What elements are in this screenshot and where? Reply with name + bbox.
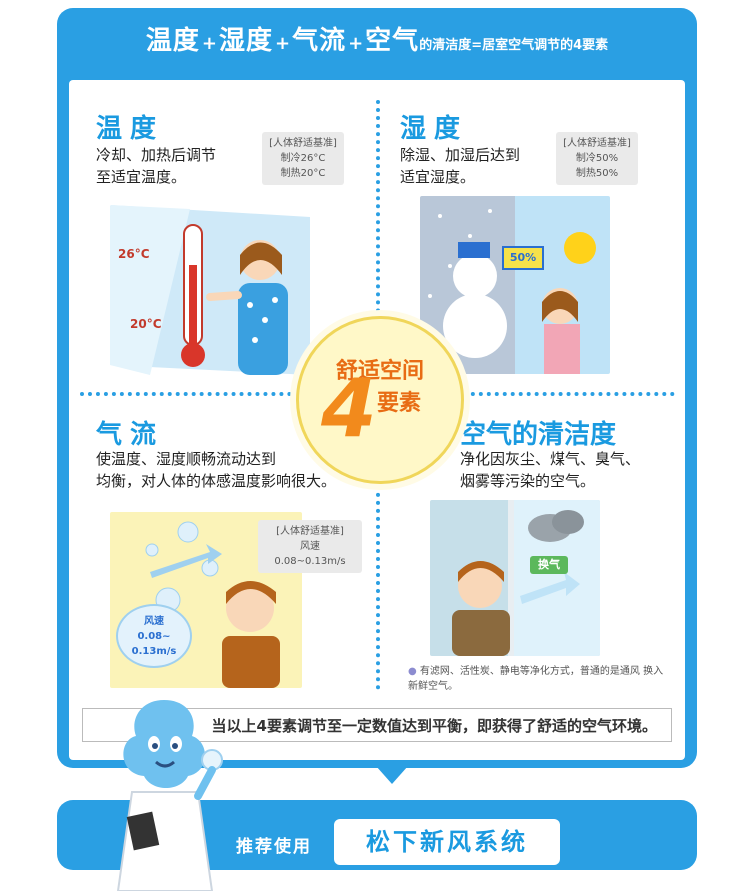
cleanliness-caption: ● 有滤网、活性炭、静电等净化方式，普通的是通风 换入新鲜空气。 [408,666,664,692]
cleanliness-title: 空气的清洁度 [460,420,617,450]
airflow-desc: 使温度、湿度顺畅流动达到 均衡，对人体的体感温度影响很大。 [96,450,337,490]
center-badge: 舒适空间 4 要素 [296,316,464,484]
airflow-bubble: 风速 0.08~ 0.13m/s [116,604,192,668]
humidity-sign: 50% [502,246,544,270]
center-digit: 4 [321,362,377,455]
humidity-illustration: 50% [420,196,610,374]
cleanliness-illustration: 换气 [430,500,600,656]
ventilation-sign: 换气 [530,556,568,574]
humidity-desc: 除湿、加湿后达到 适宜湿度。 [400,146,521,186]
temperature-desc: 冷却、加热后调节 至适宜温度。 [96,146,217,186]
center-subtitle: 要素 [377,391,422,416]
humidity-title: 湿度 [400,114,469,144]
thermo-lo-label: 20°C [130,317,162,331]
airflow-title: 气流 [96,420,165,450]
humidity-standard: [人体舒适基准] 制冷50% 制热50% [556,132,638,185]
center-title: 舒适空间 [335,359,424,384]
mascot-icon [116,700,223,891]
header-temperature: 温度 [145,26,200,56]
footer-prefix: 推荐使用 [236,837,312,857]
header-humidity: 湿度 [218,26,273,56]
pointer-arrow [376,766,408,784]
bullet-icon: ● [408,666,417,677]
snowman-sun-icon [420,196,610,374]
product-link[interactable]: 松下新风系统 [334,819,560,865]
header-airflow: 气流 [292,26,347,56]
temperature-title: 温度 [96,114,165,144]
temperature-illustration: 26°C 20°C [110,205,310,375]
header-rest: 的清洁度=居室空气调节的4要素 [419,38,609,53]
page-header: 温度 +湿度 +气流 +空气的清洁度=居室空气调节的4要素 [145,26,609,56]
header-air: 空气 [365,26,420,56]
window-ventilation-icon [430,500,600,656]
thermometer-woman-icon [110,205,310,375]
thermo-hi-label: 26°C [118,247,150,261]
airflow-standard: [人体舒适基准] 风速 0.08~0.13m/s [258,520,362,573]
temperature-standard: [人体舒适基准] 制冷26°C 制热20°C [262,132,344,185]
cleanliness-desc: 净化因灰尘、煤气、臭气、 烟雾等污染的空气。 [460,450,641,490]
